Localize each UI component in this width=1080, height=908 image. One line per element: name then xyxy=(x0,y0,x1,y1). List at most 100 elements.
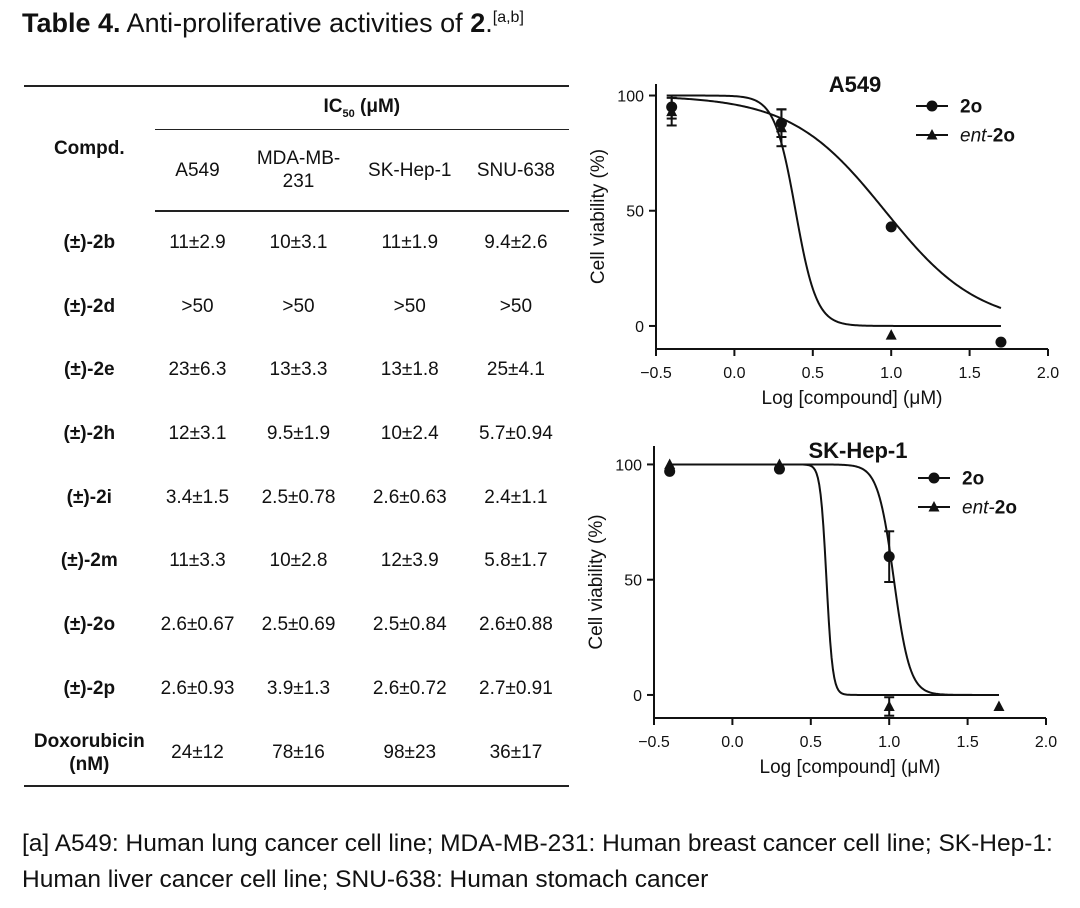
value-cell: 2.6±0.72 xyxy=(372,677,447,699)
value-cell: 2.6±0.93 xyxy=(160,677,235,699)
data-point-triangle xyxy=(773,458,785,469)
data-point-circle xyxy=(883,551,895,563)
y-tick-label: 100 xyxy=(617,89,644,106)
compound-cell: (±)-2o xyxy=(63,613,116,635)
column-header-text: SK-Hep-1 xyxy=(368,159,452,181)
table-row: (±)-2d >50 >50 >50 >50 xyxy=(24,275,569,339)
table-row: Doxorubicin (nM) 24±12 78±16 98±23 36±17 xyxy=(24,720,569,787)
chart-title: SK-Hep-1 xyxy=(808,438,907,463)
value-cell: 3.9±1.3 xyxy=(266,677,331,699)
compound-cell: (±)-2i xyxy=(66,486,112,508)
compound-text: Doxorubicin xyxy=(33,730,145,752)
value-cell: 13±1.8 xyxy=(380,359,439,381)
y-axis-label: Cell viability (%) xyxy=(588,149,609,284)
value-cell: 2.7±0.91 xyxy=(479,677,553,699)
x-tick-label: 1.5 xyxy=(958,365,980,382)
table-label: Table 4. xyxy=(22,8,121,38)
fit-curve-2o xyxy=(671,96,1002,309)
data-point-triangle xyxy=(775,121,787,133)
compound-cell: (±)-2b xyxy=(63,231,116,253)
legend-label-prefix: ent- xyxy=(962,498,995,519)
value-cell: 11±1.9 xyxy=(381,232,439,254)
legend-label: 2o xyxy=(960,97,982,118)
value-cell: 23±6.3 xyxy=(168,359,227,381)
data-point-triangle xyxy=(666,105,678,117)
column-header-row: A549 MDA-MB- 231 SK-Hep-1 SNU-638 xyxy=(24,129,569,212)
value-cell: 78±16 xyxy=(240,720,357,787)
x-axis-label: Log [compound] (μM) xyxy=(760,757,941,778)
table-row: (±)-2p 2.6±0.93 3.9±1.3 2.6±0.72 2.7±0.91 xyxy=(24,657,569,721)
y-tick-label: 100 xyxy=(615,457,642,474)
y-axis-label: Cell viability (%) xyxy=(586,514,607,649)
fit-curve-ent-2o xyxy=(669,463,999,696)
value-cell: 24±12 xyxy=(154,720,241,787)
table-row: (±)-2h 12±3.1 9.5±1.9 10±2.4 5.7±0.94 xyxy=(24,402,569,466)
x-tick-label: 1.5 xyxy=(956,734,978,751)
value-cell: 9.5±1.9 xyxy=(266,422,331,444)
x-tick-label: −0.5 xyxy=(638,734,670,751)
value-cell: 12±3.9 xyxy=(380,550,439,572)
legend-label: 2o xyxy=(962,469,984,490)
ic50-header: IC50 (μM) xyxy=(154,85,569,130)
data-point-triangle xyxy=(885,329,897,340)
value-cell: 3.4±1.5 xyxy=(165,486,230,508)
column-header: MDA-MB- 231 xyxy=(240,129,357,212)
x-tick-label: 2.0 xyxy=(1037,365,1059,382)
table-row: (±)-2o 2.6±0.67 2.5±0.69 2.5±0.84 2.6±0.88 xyxy=(24,593,569,657)
value-cell: >50 xyxy=(393,295,426,317)
value-cell: >50 xyxy=(181,295,214,317)
value-cell: 2.6±0.67 xyxy=(160,613,235,635)
compound-cell: (±)-2m xyxy=(60,550,118,572)
compound-cell: (±)-2d xyxy=(63,295,116,317)
column-header: SK-Hep-1 xyxy=(356,129,463,212)
x-tick-label: 0.5 xyxy=(800,734,822,751)
legend-label: ent-2o xyxy=(962,498,1017,519)
table-body: (±)-2b 11±2.9 10±3.1 11±1.9 9.4±2.6 (±)-2d >50… xyxy=(24,211,569,787)
ic50-table: Compd. IC50 (μM) A549 MDA-MB- 231 SK-Hep-1 S… xyxy=(24,85,569,787)
a549-dose-response-chart: −0.5 0.0 0.5 1.0 1.5 2.0 0 50 100 A549 Log [compou… xyxy=(588,72,1059,409)
value-cell: 5.8±1.7 xyxy=(484,550,548,572)
value-cell: 25±4.1 xyxy=(486,359,545,381)
value-cell: 10±2.8 xyxy=(269,550,328,572)
fit-curve-2o xyxy=(669,463,999,696)
compound-cell: Doxorubicin (nM) xyxy=(24,720,155,787)
compound-cell: (±)-2p xyxy=(63,677,116,699)
value-cell: 36±17 xyxy=(462,720,569,787)
legend-label-prefix: ent- xyxy=(960,126,993,147)
x-tick-label: 0.0 xyxy=(721,734,743,751)
x-tick-label: −0.5 xyxy=(640,365,672,382)
value-cell: 10±3.1 xyxy=(269,232,328,254)
compound-text: (nM) xyxy=(69,753,110,775)
compound-cell: (±)-2h xyxy=(63,422,116,444)
value-cell: 2.4±1.1 xyxy=(484,486,548,508)
column-header-text: SNU-638 xyxy=(476,159,555,181)
data-point-triangle xyxy=(993,700,1005,711)
column-header-text: MDA-MB- xyxy=(256,148,341,169)
value-cell: 2.5±0.69 xyxy=(261,613,336,635)
data-point-triangle xyxy=(664,458,676,469)
ic50-subscript: 50 xyxy=(342,107,355,120)
value-cell: 12±3.1 xyxy=(168,422,227,444)
x-tick-label: 1.0 xyxy=(880,365,902,382)
compd-header: Compd. xyxy=(24,85,155,211)
y-tick-label: 50 xyxy=(624,573,642,590)
legend-label-name: 2o xyxy=(960,97,982,118)
legend-circle-marker xyxy=(928,472,940,484)
footnote: [a] A549: Human lung cancer cell line; M… xyxy=(22,830,1053,893)
value-cell: 13±3.3 xyxy=(269,359,328,381)
y-tick-label: 0 xyxy=(635,319,644,336)
value-cell: 2.5±0.84 xyxy=(372,613,447,635)
table-title: Table 4. Anti-proliferative activities o… xyxy=(22,8,524,39)
column-header: A549 xyxy=(154,129,241,212)
y-tick-label: 50 xyxy=(626,204,644,221)
legend-triangle-marker xyxy=(928,501,940,512)
skhep1-dose-response-chart: −0.5 0.0 0.5 1.0 1.5 2.0 0 50 100 SK-Hep-1 Log [co… xyxy=(586,438,1057,778)
data-point-circle xyxy=(885,221,897,233)
value-cell: 2.6±0.63 xyxy=(372,486,447,508)
value-cell: 11±3.3 xyxy=(169,550,226,572)
table-row: (±)-2e 23±6.3 13±3.3 13±1.8 25±4.1 xyxy=(24,338,569,402)
ic50-unit: (μM) xyxy=(354,96,401,118)
value-cell: >50 xyxy=(499,295,533,317)
table-period: . xyxy=(485,8,493,38)
x-axis-label: Log [compound] (μM) xyxy=(762,388,943,409)
